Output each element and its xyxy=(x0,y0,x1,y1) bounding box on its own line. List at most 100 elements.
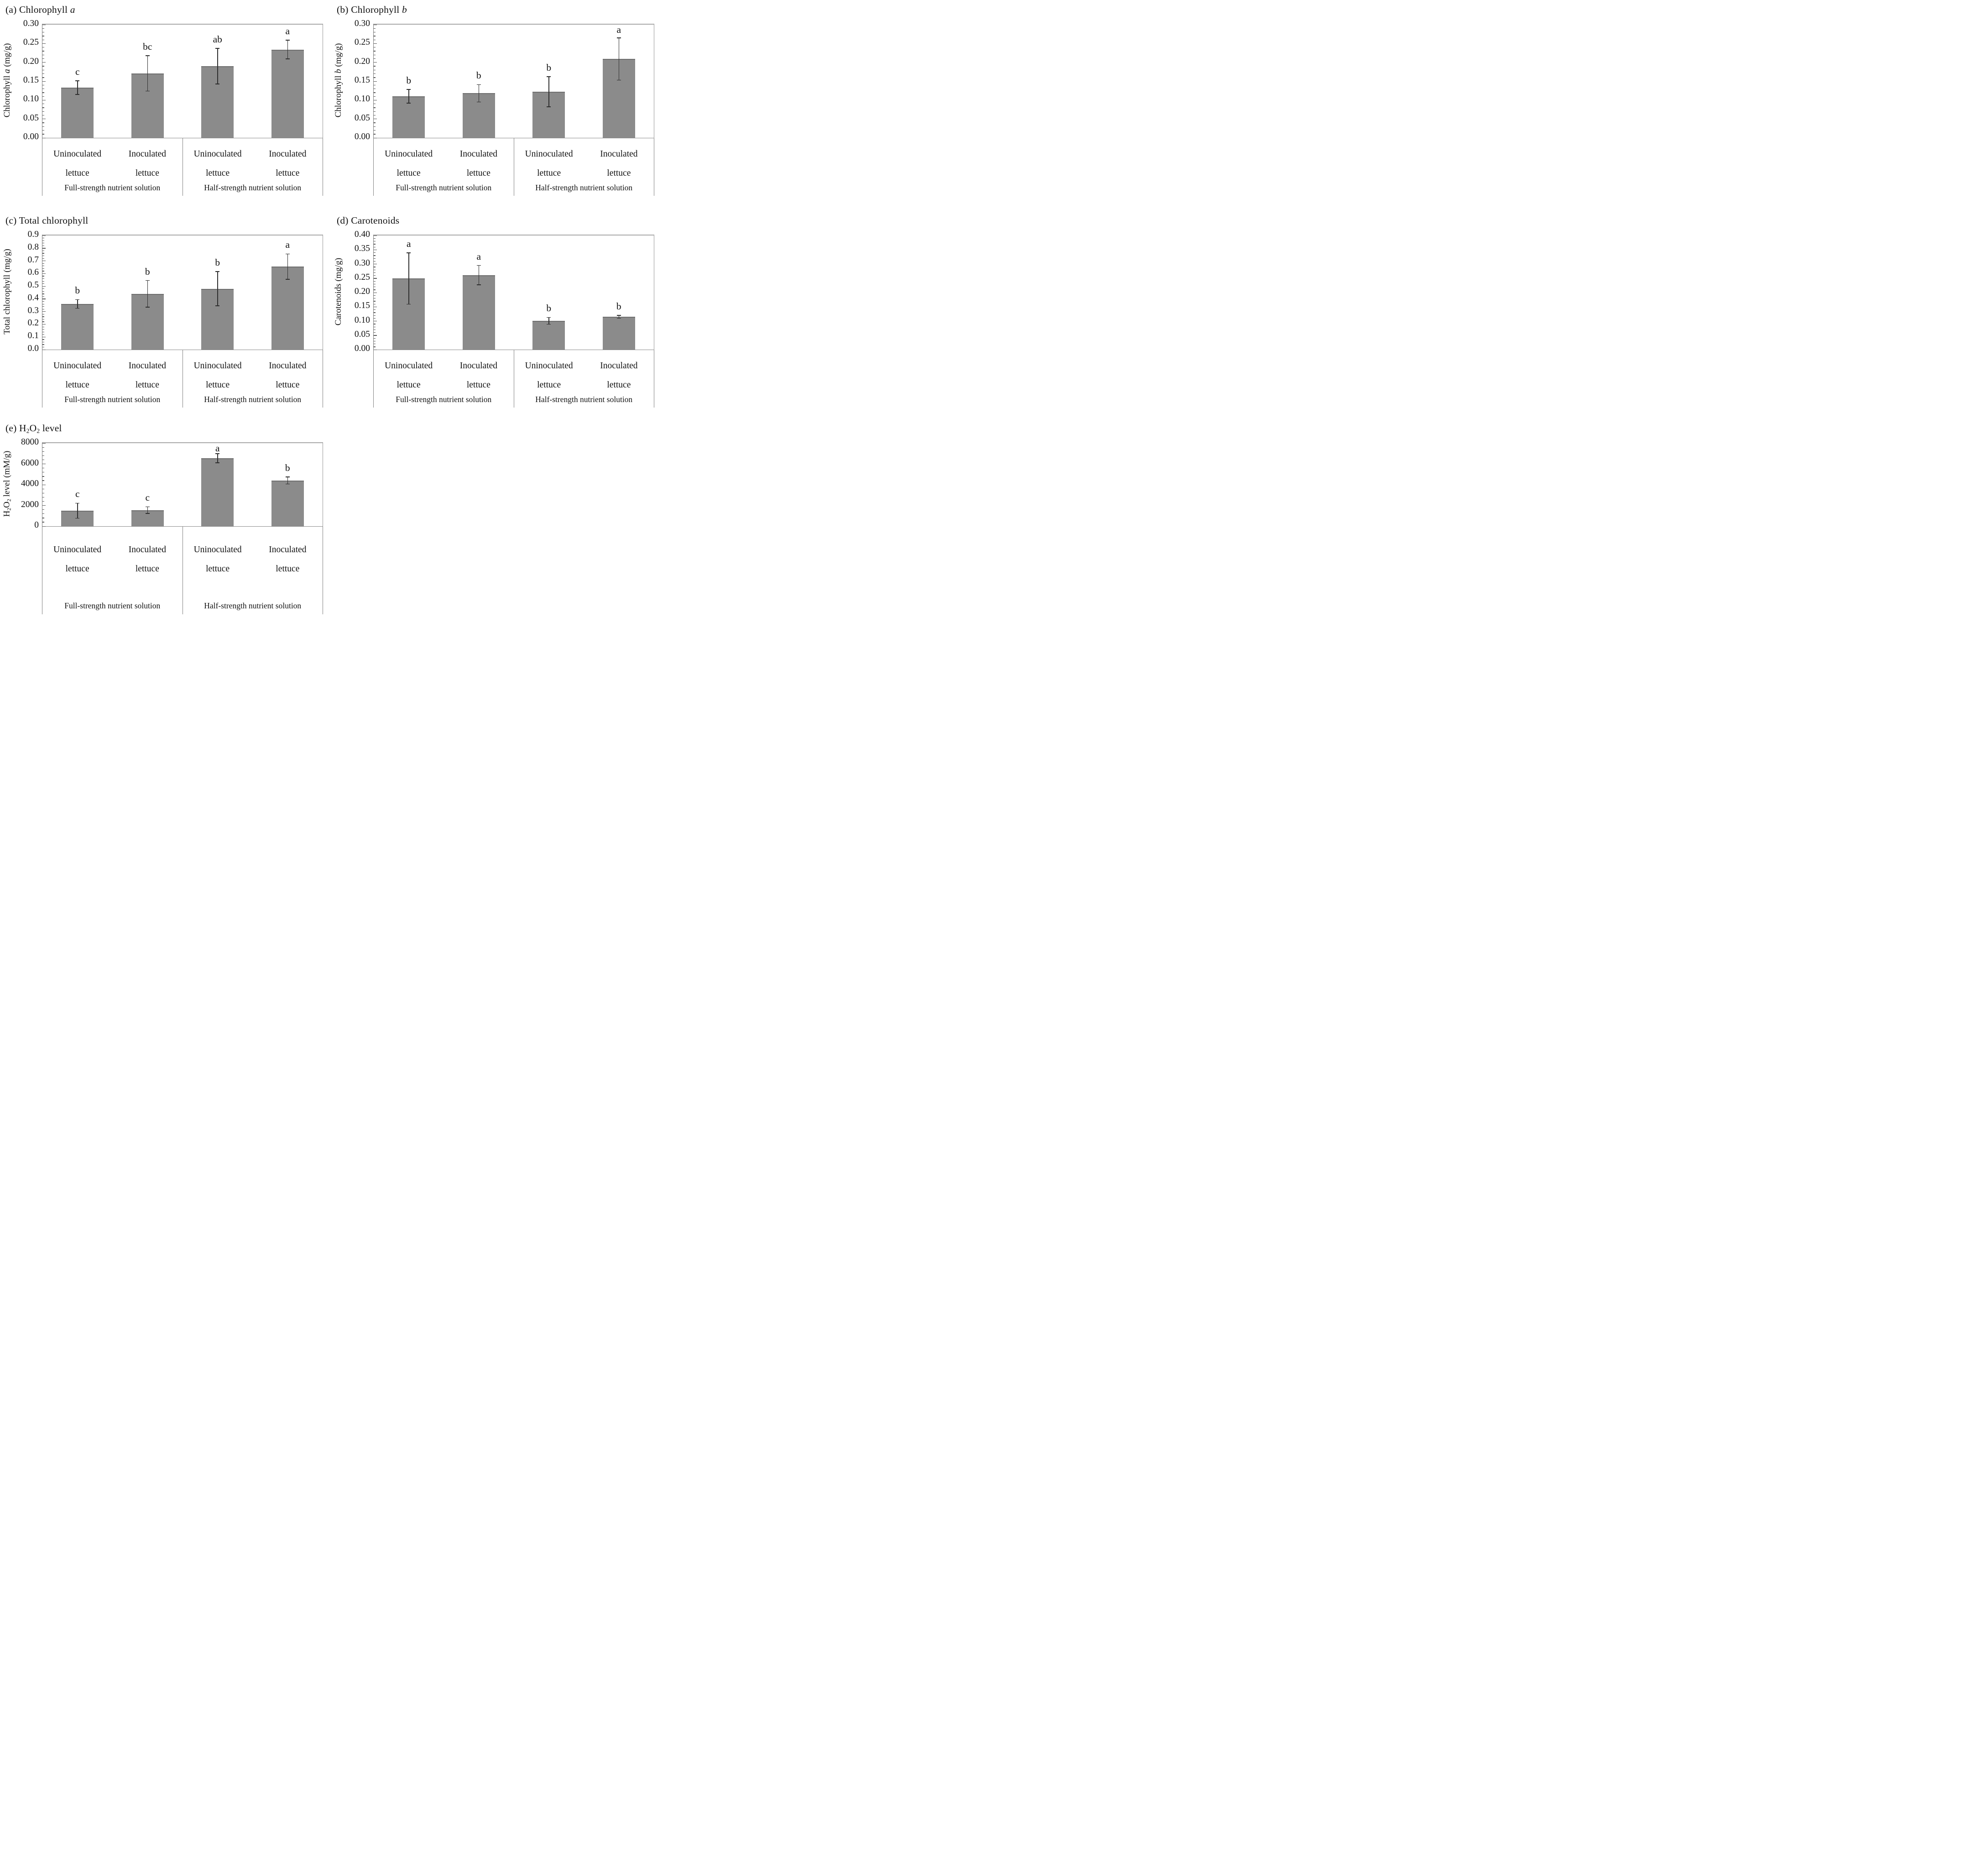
y-tick-label: 0.10 xyxy=(354,94,370,104)
bar xyxy=(271,49,304,138)
minor-tick-mark xyxy=(374,92,376,93)
category-label: Uninoculated lettuce xyxy=(514,145,584,183)
group-label: Half-strength nutrient solution xyxy=(535,394,633,404)
minor-tick-mark xyxy=(374,315,376,316)
error-bar-cap xyxy=(616,79,621,81)
group-label: Full-strength nutrient solution xyxy=(64,601,161,610)
category-group: Uninoculated lettuce Inoculated lettuce Full… xyxy=(42,527,183,614)
category-label: Inoculated lettuce xyxy=(253,145,323,183)
panel-e: (e) H2O2 level H2O2 level (mM/g) 0 2000 40… xyxy=(0,419,331,623)
y-tick-label: 0.15 xyxy=(23,75,39,85)
y-axis-ticks: 0.00 0.05 0.10 0.15 0.20 0.25 0.30 xyxy=(345,19,373,141)
minor-tick-mark xyxy=(42,73,44,74)
y-tick-label: 0.15 xyxy=(354,301,370,311)
error-bar-cap xyxy=(215,453,220,454)
error-bar-cap xyxy=(407,103,411,104)
panel-a: (a) Chlorophyll a Chlorophyll a (mg/g) 0… xyxy=(0,0,331,211)
major-tick-mark xyxy=(42,526,46,527)
error-bar-cap xyxy=(145,55,150,56)
error-bar xyxy=(217,48,218,84)
minor-tick-mark xyxy=(42,58,44,59)
category-label: Uninoculated lettuce xyxy=(42,356,112,395)
error-bar-cap xyxy=(476,265,481,266)
plot-area: c c a b xyxy=(42,442,323,527)
sig-letter: b xyxy=(406,75,412,86)
minor-tick-mark xyxy=(374,281,376,282)
category-label: Inoculated lettuce xyxy=(112,145,182,183)
y-tick-label: 0.30 xyxy=(23,19,39,28)
panel-title: (c) Total chlorophyll xyxy=(0,211,331,235)
group-label: Half-strength nutrient solution xyxy=(535,183,633,192)
text-segment: O xyxy=(2,502,12,508)
category-label-line: Uninoculated xyxy=(193,545,242,555)
category-row: Uninoculated lettuce Inoculated lettuce xyxy=(374,350,514,395)
error-bar-cap xyxy=(407,89,411,90)
category-label-line: Uninoculated xyxy=(193,361,242,371)
major-tick-mark xyxy=(42,235,46,236)
minor-tick-mark xyxy=(374,126,376,127)
group-label: Half-strength nutrient solution xyxy=(204,394,302,404)
minor-tick-mark xyxy=(374,272,376,273)
category-label-line: Uninoculated xyxy=(53,149,102,159)
error-bar xyxy=(217,272,218,306)
category-label-line: lettuce xyxy=(466,380,490,390)
category-label-line: Inoculated xyxy=(600,361,638,371)
minor-tick-mark xyxy=(42,283,44,284)
minor-tick-mark xyxy=(374,275,376,276)
category-group: Uninoculated lettuce Inoculated lettuce Half… xyxy=(182,527,323,614)
error-bar-cap xyxy=(547,317,551,318)
error-bar xyxy=(77,299,78,309)
category-label-line: Inoculated xyxy=(128,361,167,371)
error-bar-cap xyxy=(476,84,481,85)
text-segment: b xyxy=(334,69,343,73)
minor-tick-mark xyxy=(374,96,376,97)
category-row: Uninoculated lettuce Inoculated lettuce xyxy=(374,138,514,183)
category-label: Inoculated lettuce xyxy=(253,356,323,395)
sig-letter: a xyxy=(285,25,290,37)
error-bar-cap xyxy=(407,252,411,253)
major-tick-mark xyxy=(42,43,46,44)
text-segment: 2 xyxy=(26,427,30,434)
y-axis-label: H2O2 level (mM/g) xyxy=(2,451,13,517)
error-bar xyxy=(618,315,619,319)
category-table: Uninoculated lettuce Inoculated lettuce Full… xyxy=(373,350,654,408)
major-tick-mark xyxy=(374,43,377,44)
panel-c: (c) Total chlorophyll Total chlorophyll … xyxy=(0,211,331,419)
minor-tick-mark xyxy=(42,301,44,302)
major-tick-mark xyxy=(374,62,377,63)
minor-tick-mark xyxy=(42,447,44,448)
category-row: Uninoculated lettuce Inoculated lettuce xyxy=(183,138,323,183)
minor-tick-mark xyxy=(374,111,376,112)
y-tick-label: 0.20 xyxy=(354,287,370,296)
error-bar-cap xyxy=(75,502,80,504)
category-label-line: lettuce xyxy=(206,380,230,390)
y-tick-label: 0.25 xyxy=(354,272,370,282)
text-segment: a xyxy=(70,4,75,15)
category-label: Inoculated lettuce xyxy=(112,356,182,395)
y-axis-ticks: 0.00 0.05 0.10 0.15 0.20 0.25 0.30 xyxy=(14,19,42,141)
plot-area: b b b a xyxy=(373,24,654,138)
minor-tick-mark xyxy=(374,122,376,123)
category-label-line: Inoculated xyxy=(459,361,498,371)
category-label: Inoculated lettuce xyxy=(253,540,323,601)
minor-tick-mark xyxy=(42,278,44,279)
bar xyxy=(462,275,495,350)
category-label-line: lettuce xyxy=(607,380,631,390)
error-bar xyxy=(217,453,218,463)
category-label-line: lettuce xyxy=(276,168,300,178)
category-row: Uninoculated lettuce Inoculated lettuce xyxy=(183,527,323,601)
error-bar xyxy=(287,254,288,279)
category-label-line: lettuce xyxy=(276,564,300,574)
error-bar-cap xyxy=(145,506,150,508)
group-label: Full-strength nutrient solution xyxy=(396,394,492,404)
minor-tick-mark xyxy=(42,77,44,78)
plot-area: b b b a xyxy=(42,235,323,350)
y-tick-label: 0.05 xyxy=(354,329,370,339)
minor-tick-mark xyxy=(42,296,44,297)
minor-tick-mark xyxy=(374,73,376,74)
y-tick-label: 0.05 xyxy=(354,113,370,123)
error-bar xyxy=(548,317,549,324)
error-bar-cap xyxy=(75,308,80,309)
text-segment: 2 xyxy=(6,499,12,502)
error-bar-cap xyxy=(75,518,79,519)
